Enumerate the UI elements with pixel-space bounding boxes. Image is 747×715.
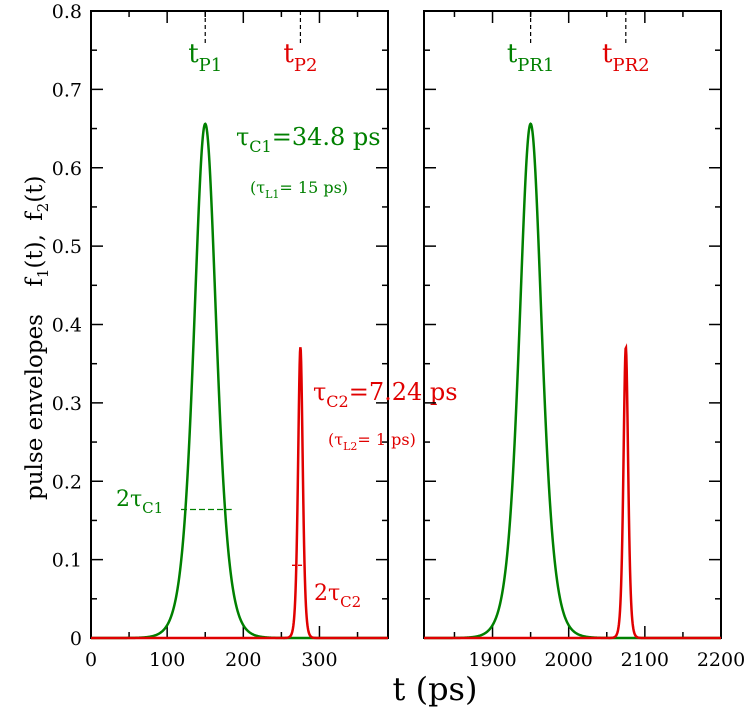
y-axis-title: pulse envelopes f1(t), f2(t) — [22, 176, 52, 500]
y-tick-label: 0.4 — [52, 315, 82, 337]
left-panel-frame — [90, 10, 389, 639]
y-tick-label: 0.8 — [52, 1, 82, 23]
y-tick-label: 0 — [70, 628, 82, 650]
tau-c2-label: τC2=7.24 ps — [313, 378, 458, 411]
width-c2-label: 2τC2 — [314, 581, 361, 611]
x-tick-label: 100 — [149, 649, 185, 671]
y-tick-label: 0.1 — [52, 550, 82, 572]
pulse-time-label: tPR1 — [507, 39, 555, 76]
pulse-curve-f2-right — [424, 343, 721, 640]
pulse-time-label: tP1 — [188, 39, 222, 76]
y-tick-label: 0.3 — [52, 393, 82, 415]
width-c1-label: 2τC1 — [116, 487, 163, 517]
y-tick-label: 0.7 — [52, 79, 82, 101]
pulse-curve-f1-right — [424, 122, 721, 640]
tau-l2-label: (τL2= 1 ps) — [328, 430, 416, 453]
right-panel-frame — [423, 10, 722, 639]
tau-l1-label: (τL1= 15 ps) — [250, 178, 348, 201]
y-tick-label: 0.5 — [52, 236, 82, 258]
x-tick-label: 0 — [85, 649, 97, 671]
x-tick-label: 1900 — [468, 649, 516, 671]
x-tick-label: 300 — [301, 649, 337, 671]
x-tick-label: 200 — [225, 649, 261, 671]
x-axis-title: t (ps) — [393, 670, 478, 708]
pulse-time-label: tPR2 — [602, 39, 650, 76]
pulse-curve-f1-left — [91, 122, 388, 640]
y-tick-label: 0.6 — [52, 158, 82, 180]
x-tick-label: 2100 — [621, 649, 669, 671]
x-tick-label: 2200 — [697, 649, 745, 671]
x-tick-label: 2000 — [545, 649, 593, 671]
tau-c1-label: τC1=34.8 ps — [236, 123, 381, 156]
y-tick-label: 0.2 — [52, 471, 82, 493]
pulse-curve-f2-left — [91, 347, 388, 640]
pulse-time-label: tP2 — [283, 39, 317, 76]
